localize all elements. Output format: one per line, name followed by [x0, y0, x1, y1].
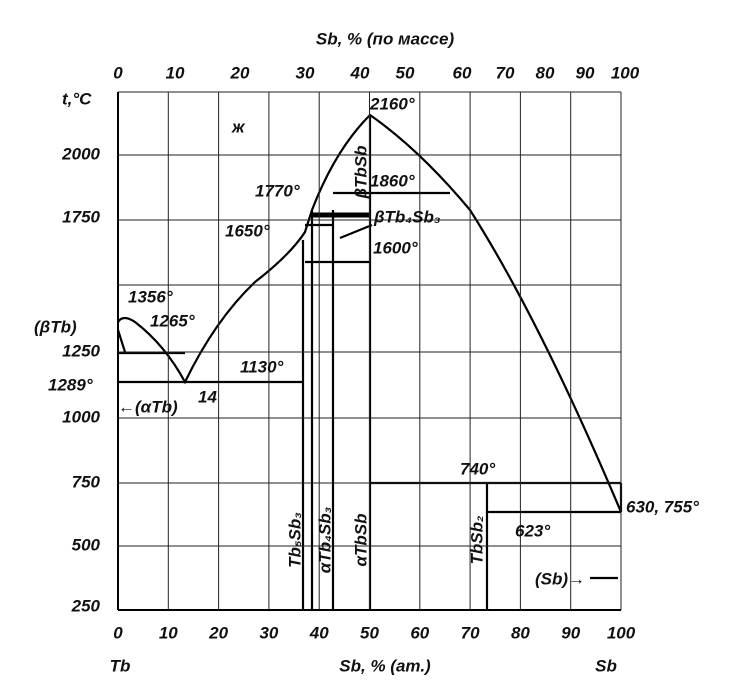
annotation: 1356° — [128, 287, 173, 306]
annotation: 1265° — [150, 311, 195, 330]
annotation: 1860° — [370, 171, 415, 190]
bottom-tick-label: 80 — [511, 623, 530, 642]
annotation: Tb₅Sb₃ — [285, 512, 304, 568]
annotation: 1130° — [240, 357, 284, 376]
y-tick-label: 1750 — [62, 207, 100, 226]
annotation: 2160° — [369, 94, 415, 113]
top-tick-label: 10 — [166, 63, 185, 82]
top-tick-label: 80 — [536, 63, 555, 82]
annotation: (Sb)→ — [535, 569, 585, 588]
bottom-tick-label: 100 — [607, 623, 636, 642]
left-end: Tb — [110, 656, 131, 675]
top-tick-label: 60 — [453, 63, 472, 82]
bottom-tick-label: 30 — [259, 623, 278, 642]
bottom-tick-label: 10 — [159, 623, 178, 642]
y-tick-label: 2000 — [61, 144, 100, 163]
annotation: (βTb) — [34, 317, 77, 336]
y-axis-title: t,°C — [62, 89, 92, 108]
annotation: 1770° — [255, 181, 300, 200]
top-tick-label: 30 — [296, 63, 315, 82]
x-axis-title: Sb, % (ат.) — [339, 656, 431, 675]
y-tick-label: 750 — [72, 472, 101, 491]
annotation: ж — [231, 117, 246, 136]
annotation: TbSb₂ — [467, 515, 486, 564]
y-tick-label: 500 — [72, 535, 101, 554]
bottom-tick-label: 70 — [461, 623, 480, 642]
annotation: 740° — [460, 459, 495, 478]
annotation: 1600° — [373, 238, 418, 257]
top-tick-label: 90 — [576, 63, 595, 82]
bottom-tick-label: 20 — [208, 623, 228, 642]
bottom-tick-label: 40 — [309, 623, 329, 642]
annotation: 1289° — [48, 375, 93, 394]
bottom-tick-label: 0 — [113, 623, 123, 642]
annotation: 623° — [515, 521, 550, 540]
top-axis-title: Sb, % (по массе) — [316, 29, 455, 48]
annotation: αTbSb — [351, 513, 370, 566]
right-end: Sb — [595, 656, 617, 675]
bottom-tick-label: 60 — [410, 623, 429, 642]
top-tick-label: 50 — [396, 63, 415, 82]
top-tick-label: 0 — [113, 63, 123, 82]
annotation: 1650° — [225, 221, 270, 240]
annotation: αTb₄Sb₃ — [315, 507, 334, 573]
annotation: βTbSb — [351, 145, 370, 199]
annotation: 14 — [198, 387, 217, 406]
y-tick-label: 1250 — [62, 341, 100, 360]
top-tick-label: 100 — [611, 63, 640, 82]
bottom-tick-label: 90 — [561, 623, 580, 642]
annotation: 630, 755° — [626, 497, 699, 516]
phase-lines — [116, 113, 623, 610]
y-tick-label: 1000 — [62, 407, 100, 426]
top-tick-label: 70 — [496, 63, 515, 82]
annotation: ←(αTb) — [118, 397, 178, 416]
top-tick-label: 20 — [230, 63, 250, 82]
y-tick-label: 250 — [71, 596, 101, 615]
annotation: βTb₄Sb₃ — [373, 207, 440, 226]
top-tick-label: 40 — [350, 63, 370, 82]
bottom-tick-label: 50 — [360, 623, 379, 642]
